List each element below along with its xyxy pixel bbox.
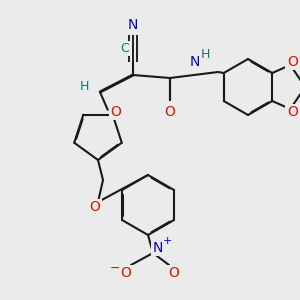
Text: O: O — [287, 55, 298, 69]
Text: O: O — [287, 105, 298, 119]
Text: O: O — [90, 200, 101, 214]
Text: O: O — [121, 266, 131, 280]
Text: N: N — [153, 241, 163, 255]
Text: C: C — [121, 42, 129, 55]
Text: N: N — [190, 55, 200, 69]
Text: O: O — [110, 105, 121, 119]
Text: O: O — [169, 266, 179, 280]
Text: H: H — [79, 80, 89, 94]
Text: −: − — [110, 262, 120, 275]
Text: O: O — [165, 105, 176, 119]
Text: H: H — [200, 47, 210, 61]
Text: N: N — [128, 18, 138, 32]
Text: +: + — [162, 236, 172, 246]
